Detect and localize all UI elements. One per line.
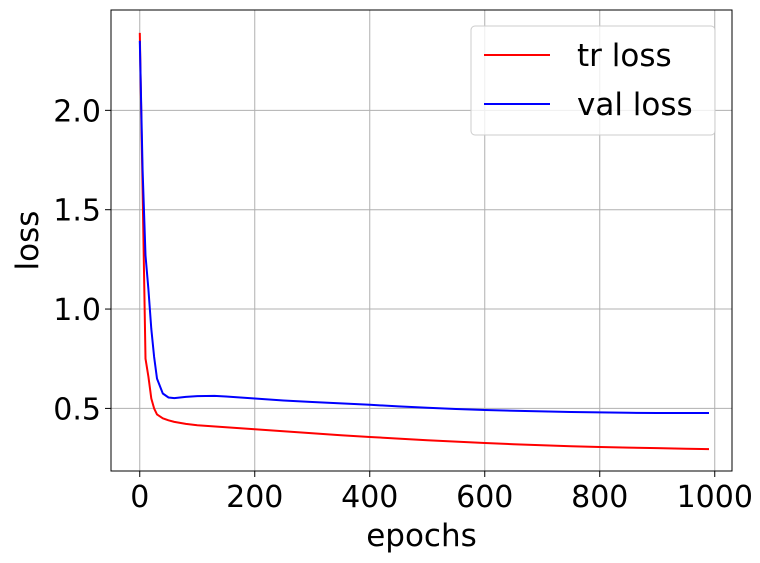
y-tick-label: 1.5: [53, 194, 101, 229]
series-line-val-loss: [138, 40, 709, 414]
x-tick-label: 200: [226, 480, 283, 515]
legend-box: [470, 25, 716, 136]
legend: tr loss val loss: [470, 25, 716, 136]
y-tick-label: 1.0: [53, 293, 101, 328]
y-tick-label: 0.5: [53, 392, 101, 427]
series-lines: [138, 32, 710, 451]
x-tick-label: 400: [341, 480, 398, 515]
y-tick-label: 2.0: [53, 94, 101, 129]
y-axis-label: loss: [10, 211, 46, 271]
series-line-tr-loss: [138, 32, 710, 451]
x-axis-label: epochs: [366, 518, 477, 554]
x-tick-label: 600: [456, 480, 513, 515]
ticks: 0 200 400 600 800 1000 0.5 1.0 1.5 2.0: [53, 94, 753, 515]
axes-frame: [110, 9, 733, 472]
legend-label-tr-loss: tr loss: [577, 38, 672, 74]
x-tick-label: 1000: [677, 480, 753, 515]
x-tick-label: 0: [130, 480, 149, 515]
legend-label-val-loss: val loss: [577, 87, 693, 123]
x-tick-label: 800: [571, 480, 628, 515]
